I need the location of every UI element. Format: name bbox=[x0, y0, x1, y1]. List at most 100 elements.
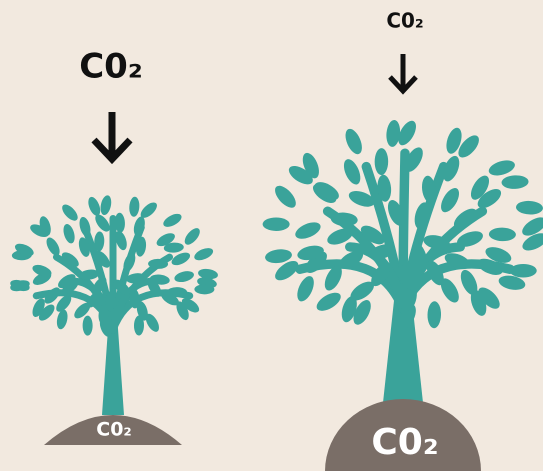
leaf bbox=[79, 269, 100, 280]
leaf bbox=[470, 289, 487, 316]
leaf bbox=[295, 222, 321, 239]
leaf bbox=[10, 280, 30, 292]
leaf bbox=[32, 298, 45, 318]
leaf bbox=[423, 235, 450, 250]
leaf bbox=[140, 202, 157, 218]
trunk bbox=[382, 295, 424, 412]
leaf bbox=[498, 275, 526, 290]
leaf bbox=[458, 135, 479, 158]
leaf bbox=[163, 242, 184, 253]
leaf bbox=[198, 268, 218, 280]
leaf bbox=[477, 258, 503, 275]
leaf bbox=[176, 301, 189, 321]
leaf bbox=[74, 302, 91, 319]
leaf bbox=[477, 189, 502, 209]
leaf bbox=[56, 295, 72, 312]
leaf bbox=[46, 237, 60, 256]
leaf bbox=[94, 231, 105, 252]
leaf bbox=[314, 182, 339, 200]
leaf bbox=[348, 190, 375, 207]
leaf bbox=[114, 212, 125, 233]
leaf bbox=[343, 159, 361, 185]
leaf bbox=[123, 252, 136, 272]
leaf bbox=[145, 313, 159, 332]
leaf bbox=[488, 160, 515, 176]
arrow-head bbox=[91, 137, 133, 165]
leaf bbox=[194, 284, 215, 295]
leaf bbox=[115, 230, 127, 251]
leaf bbox=[368, 244, 395, 260]
leaf bbox=[297, 276, 314, 302]
leaf bbox=[440, 278, 459, 303]
leaf bbox=[113, 279, 130, 295]
leaf bbox=[441, 188, 460, 213]
leaf bbox=[305, 251, 327, 273]
leaf bbox=[63, 223, 75, 244]
leaf bbox=[405, 147, 423, 172]
leaf bbox=[387, 199, 404, 226]
leaf bbox=[501, 175, 529, 189]
leaf bbox=[181, 298, 200, 313]
leaf bbox=[135, 236, 147, 257]
leaf bbox=[386, 119, 401, 147]
leaf bbox=[82, 315, 93, 336]
leaf bbox=[457, 231, 483, 247]
ground-mound bbox=[44, 415, 182, 445]
leaf bbox=[485, 247, 512, 263]
leaf bbox=[297, 245, 324, 261]
leaf bbox=[374, 148, 389, 176]
leaf bbox=[133, 216, 145, 236]
leaf bbox=[522, 217, 543, 236]
leaf bbox=[288, 165, 313, 185]
leaf bbox=[62, 204, 78, 221]
leaf bbox=[86, 290, 103, 308]
arrow-left bbox=[91, 112, 133, 165]
leaf bbox=[171, 252, 191, 266]
leaf bbox=[427, 301, 442, 329]
leaf bbox=[129, 288, 140, 309]
leaf bbox=[426, 260, 444, 286]
leaf bbox=[100, 195, 112, 216]
leaf bbox=[32, 264, 52, 277]
leaf bbox=[522, 233, 543, 251]
leaf bbox=[79, 216, 91, 237]
co2-label: C0₂ bbox=[371, 422, 438, 463]
leaf bbox=[341, 296, 357, 323]
leaf bbox=[56, 309, 68, 330]
leaf bbox=[324, 265, 342, 291]
leaf bbox=[14, 243, 34, 256]
leaf bbox=[444, 253, 471, 270]
leaf bbox=[396, 283, 411, 311]
co2-label: C0₂ bbox=[386, 9, 423, 33]
leaf bbox=[147, 278, 162, 297]
leaf bbox=[302, 152, 319, 179]
leaf bbox=[345, 128, 362, 155]
leaf bbox=[478, 287, 500, 309]
leaf bbox=[411, 242, 427, 269]
leaf bbox=[399, 304, 416, 330]
trees-layer bbox=[10, 119, 543, 415]
leaf bbox=[58, 274, 76, 289]
leaf bbox=[148, 258, 169, 269]
trunk bbox=[102, 320, 124, 415]
leaf bbox=[443, 155, 460, 182]
leaf bbox=[265, 249, 292, 264]
leaf bbox=[61, 252, 79, 267]
leaf bbox=[275, 260, 299, 281]
leaf bbox=[129, 196, 140, 217]
leaf bbox=[39, 216, 51, 236]
leaf bbox=[92, 277, 107, 295]
leaf bbox=[371, 262, 391, 287]
leaf bbox=[377, 174, 392, 202]
leaf bbox=[105, 291, 116, 312]
co2-label: C0₂ bbox=[96, 419, 132, 441]
leaf bbox=[38, 304, 55, 321]
leaf bbox=[184, 228, 200, 245]
leaf bbox=[95, 214, 110, 232]
leaf bbox=[161, 291, 179, 306]
leaf bbox=[353, 299, 371, 325]
leaf bbox=[414, 202, 430, 229]
leaf bbox=[421, 175, 436, 203]
leaf bbox=[515, 200, 543, 215]
leaf bbox=[470, 175, 490, 200]
